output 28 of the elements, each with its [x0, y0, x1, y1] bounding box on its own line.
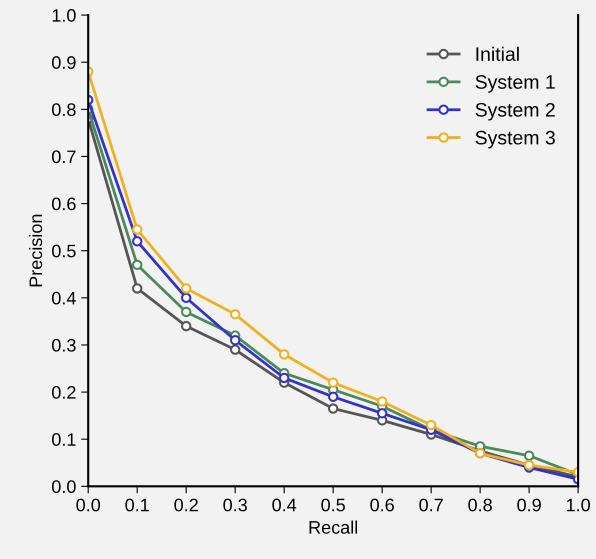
legend-label: System 1	[476, 75, 555, 93]
legend-label: Initial	[476, 46, 519, 62]
x-tick-label: 0.6	[370, 498, 394, 512]
x-tick-label: 0.8	[468, 498, 492, 512]
y-tick-label: 0.3	[52, 338, 76, 352]
x-tick-label: 0.0	[76, 498, 100, 512]
x-tick-label: 0.5	[321, 498, 345, 512]
y-tick-label: 0.9	[52, 56, 76, 69]
y-tick-label: 0.0	[52, 480, 76, 494]
x-tick-label: 1.0	[566, 498, 590, 512]
y-tick-label: 0.1	[52, 433, 76, 446]
legend-label: System 3	[476, 130, 555, 148]
x-tick-label: 0.4	[272, 498, 296, 512]
y-tick-label: 0.5	[52, 244, 76, 258]
y-tick-label: 1.0	[52, 9, 76, 22]
x-tick-label: 0.9	[517, 498, 541, 512]
y-axis-title: Precision	[28, 214, 42, 286]
x-axis-title: Recall	[310, 520, 358, 534]
y-tick-label: 0.6	[52, 198, 76, 210]
y-tick-label: 0.4	[52, 292, 76, 305]
y-tick-label: 0.7	[52, 150, 76, 164]
x-tick-label: 0.1	[125, 498, 149, 512]
y-tick-label: 0.8	[52, 103, 76, 116]
y-tick-label: 0.2	[52, 386, 76, 399]
x-tick-label: 0.2	[174, 498, 198, 512]
x-tick-label: 0.7	[419, 498, 443, 512]
x-tick-label: 0.3	[223, 498, 247, 512]
legend-label: System 2	[476, 102, 555, 121]
